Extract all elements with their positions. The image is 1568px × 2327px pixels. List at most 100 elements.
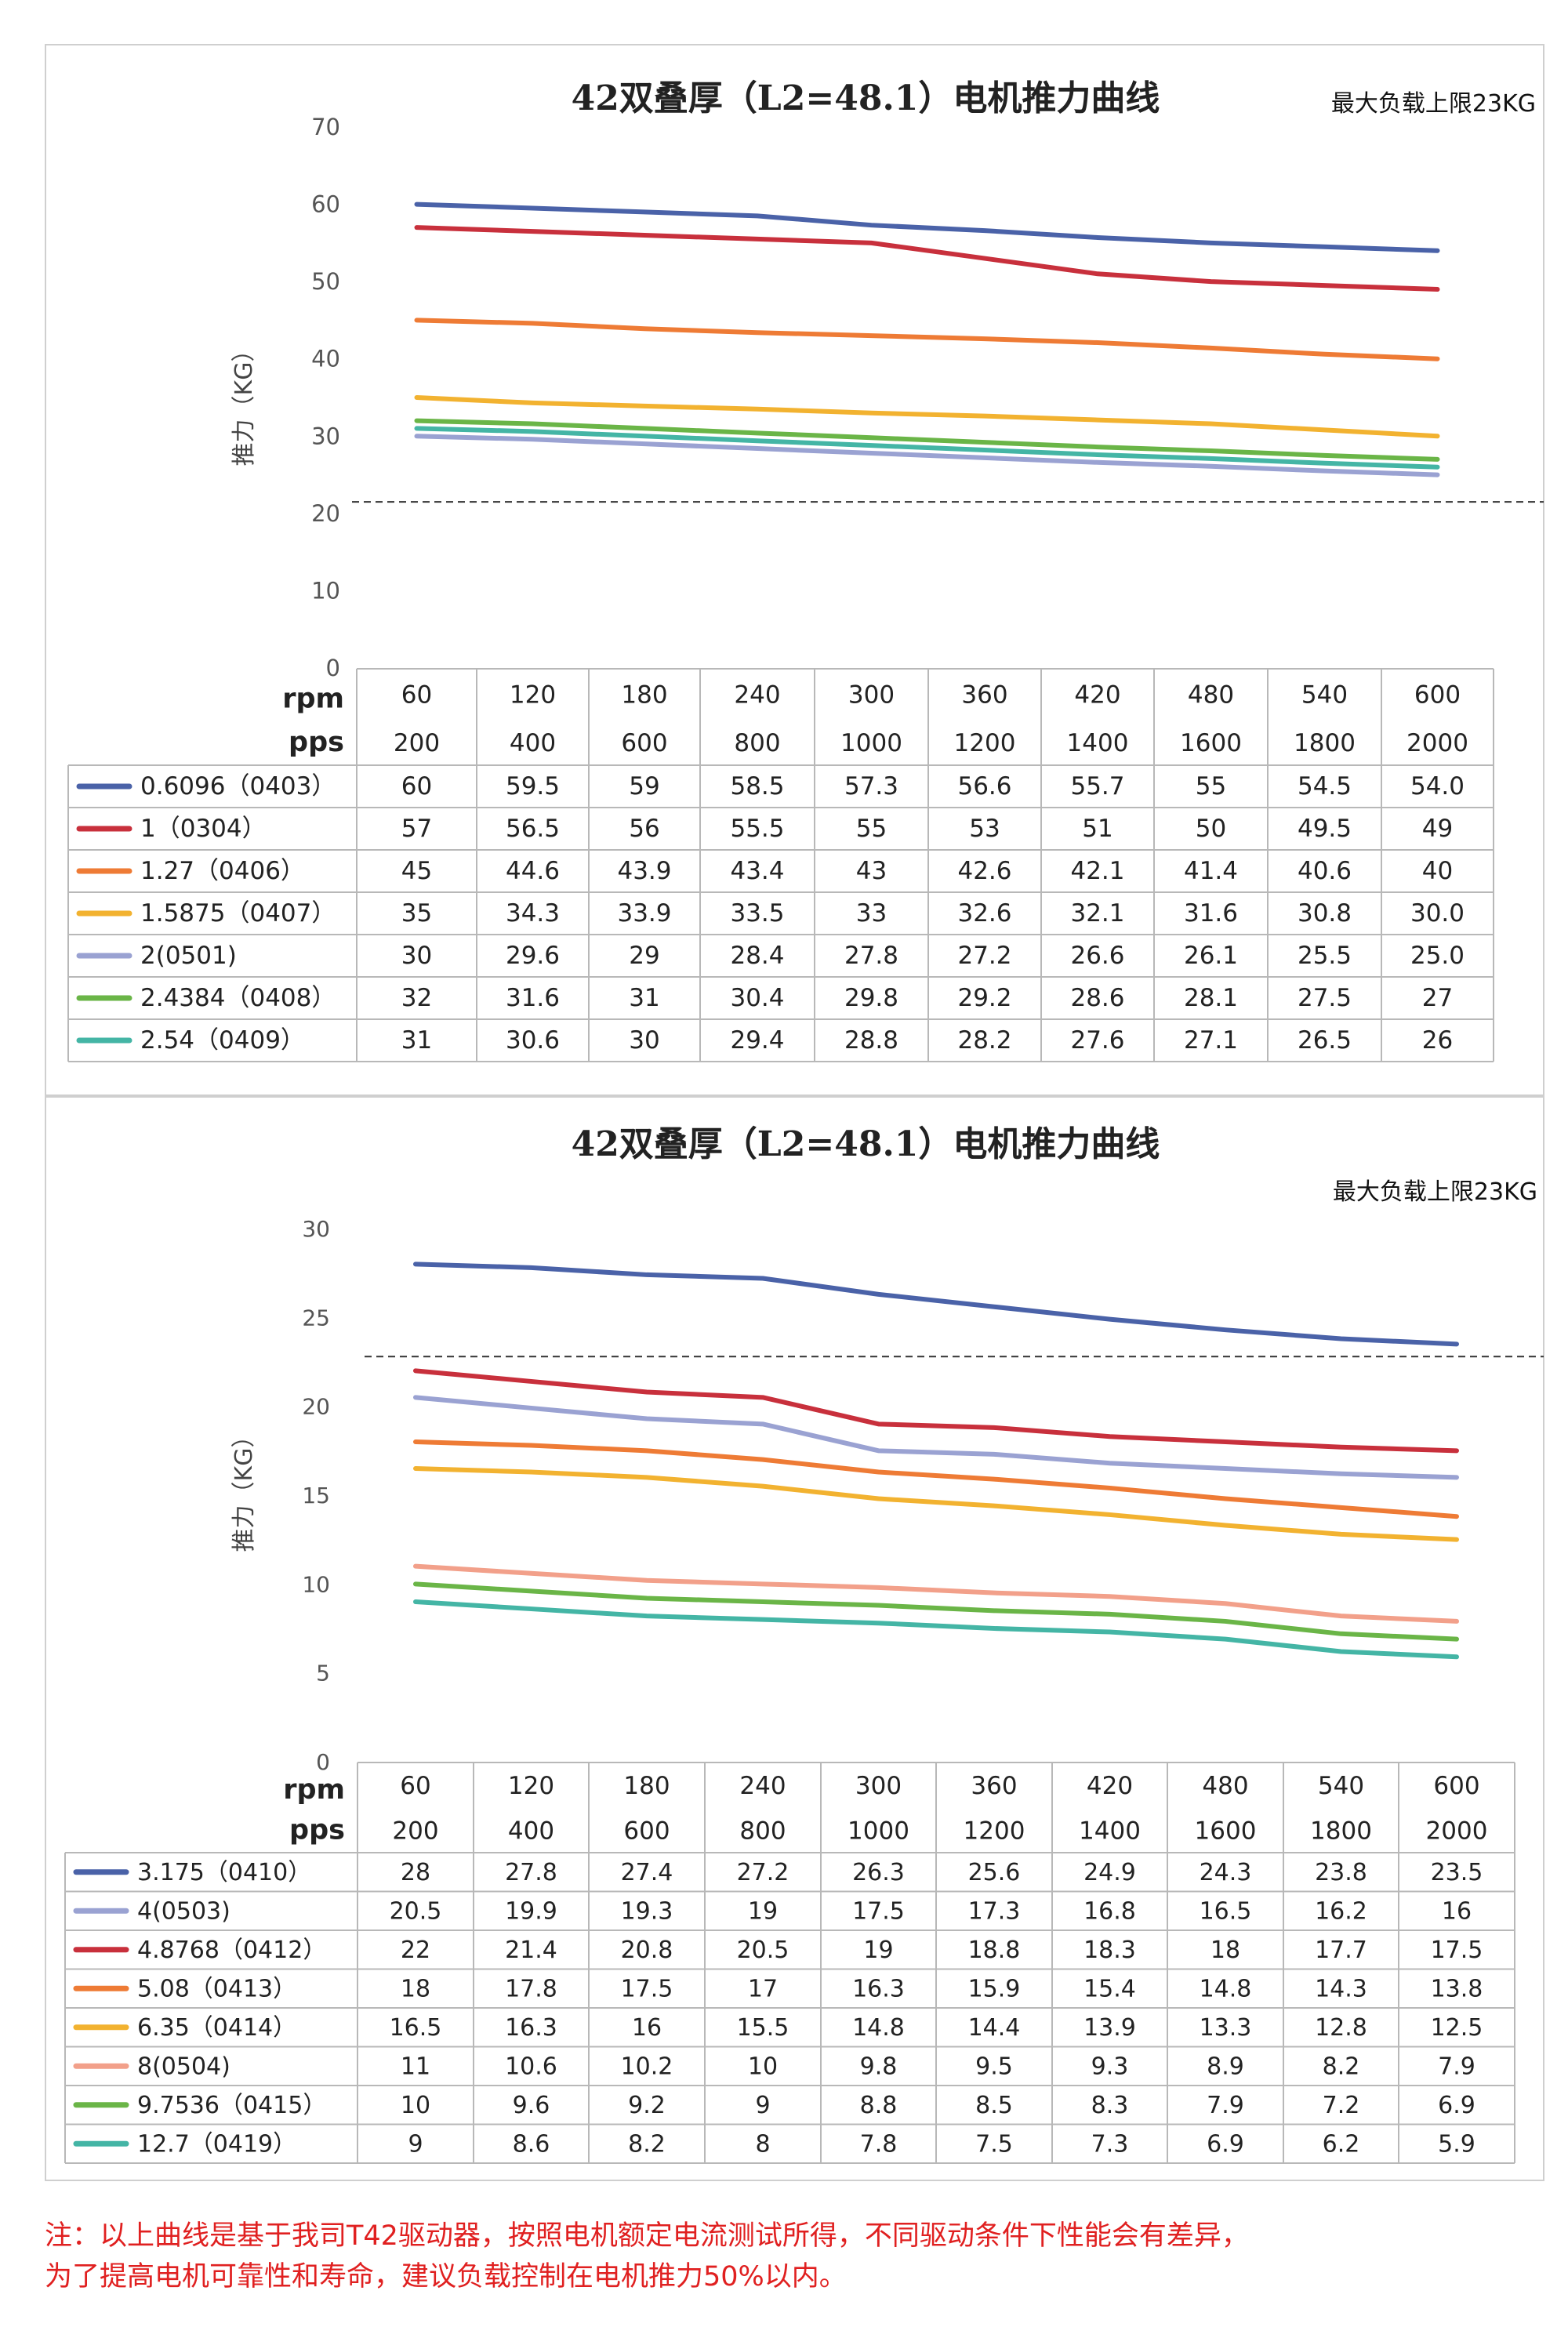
- table-cell-value: 29.6: [506, 942, 560, 970]
- table-cell-value: 9.6: [513, 2092, 550, 2119]
- legend-label-6: 2.4384（0408）: [140, 984, 336, 1012]
- pps-row-label: pps: [289, 1815, 345, 1846]
- table-cell-value: 55: [1196, 772, 1226, 800]
- rpm-value: 300: [855, 1772, 902, 1800]
- table-cell-value: 28.6: [1070, 984, 1124, 1012]
- legend-label-7: 2.54（0409）: [140, 1026, 305, 1055]
- table-cell-value: 10.2: [621, 2053, 673, 2080]
- table-cell-value: 26.5: [1298, 1026, 1352, 1055]
- table-cell-value: 14.4: [968, 2014, 1021, 2042]
- series-line-3: [414, 318, 1440, 361]
- table-cell-value: 12.8: [1315, 2014, 1367, 2042]
- table-cell-value: 8.6: [513, 2130, 550, 2158]
- y-tick-label: 30: [302, 1216, 330, 1242]
- rpm-value: 360: [971, 1772, 1017, 1800]
- table-cell-value: 17.5: [621, 1975, 673, 2002]
- table-cell-value: 19: [863, 1937, 893, 1964]
- table-cell-value: 22: [401, 1937, 430, 1964]
- series-line-4: [413, 1439, 1459, 1519]
- table-cell-value: 33.5: [730, 899, 784, 928]
- table-cell-value: 27.1: [1184, 1026, 1238, 1055]
- table-cell-value: 26.3: [852, 1859, 905, 1886]
- table-cell-value: 20.5: [390, 1897, 442, 1925]
- table-cell-value: 42.1: [1070, 857, 1124, 885]
- pps-value: 1800: [1310, 1817, 1372, 1846]
- table-cell-value: 9.2: [628, 2092, 666, 2119]
- chart-title: 42双叠厚（L2=48.1）电机推力曲线: [572, 78, 1160, 118]
- table-cell-value: 8.5: [975, 2092, 1013, 2119]
- y-tick-label: 20: [302, 1394, 330, 1420]
- table-cell-value: 18: [401, 1975, 430, 2002]
- table-cell-value: 30.0: [1410, 899, 1465, 928]
- table-cell-value: 14.8: [1200, 1975, 1252, 2002]
- table-cell-value: 23.5: [1431, 1859, 1483, 1886]
- y-tick-label: 40: [311, 346, 340, 372]
- table-cell-value: 25.6: [968, 1859, 1021, 1886]
- table-cell-value: 13.8: [1431, 1975, 1483, 2002]
- pps-value: 800: [734, 729, 780, 757]
- table-cell-value: 56: [629, 815, 659, 843]
- table-cell-value: 51: [1082, 815, 1112, 843]
- series-line-1: [413, 1262, 1459, 1347]
- rpm-value: 60: [401, 681, 432, 710]
- table-cell-value: 26.1: [1184, 942, 1238, 970]
- table-cell-value: 54.5: [1298, 772, 1352, 800]
- table-cell-value: 40: [1422, 857, 1453, 885]
- table-cell-value: 19.9: [505, 1897, 557, 1925]
- table-cell-value: 16.8: [1083, 1897, 1136, 1925]
- table-cell-value: 55.7: [1070, 772, 1124, 800]
- table-cell-value: 28.1: [1184, 984, 1238, 1012]
- pps-value: 1000: [848, 1817, 909, 1846]
- legend-label-7: 9.7536（0415）: [137, 2092, 326, 2119]
- table-cell-value: 59.5: [506, 772, 560, 800]
- table-cell-value: 57.3: [844, 772, 898, 800]
- rpm-value: 540: [1301, 681, 1348, 710]
- table-cell-value: 34.3: [506, 899, 560, 928]
- table-cell-value: 15.5: [737, 2014, 789, 2042]
- table-cell-value: 9: [755, 2092, 770, 2119]
- legend-label-1: 0.6096（0403）: [140, 772, 336, 800]
- table-cell-value: 17.5: [852, 1897, 905, 1925]
- rpm-value: 480: [1188, 681, 1234, 710]
- pps-value: 200: [392, 1817, 438, 1846]
- table-cell-value: 27.4: [621, 1859, 673, 1886]
- rpm-value: 240: [734, 681, 780, 710]
- table-cell-value: 16.2: [1315, 1897, 1367, 1925]
- rpm-value: 300: [848, 681, 895, 710]
- table-cell-value: 28: [401, 1859, 430, 1886]
- table-cell-value: 17.8: [505, 1975, 557, 2002]
- series-line-6: [413, 1563, 1459, 1624]
- table-cell-value: 8.8: [860, 2092, 898, 2119]
- table-cell-value: 14.8: [852, 2014, 905, 2042]
- table-cell-value: 59: [629, 772, 659, 800]
- y-tick-label: 5: [316, 1661, 330, 1686]
- table-cell-value: 24.9: [1083, 1859, 1136, 1886]
- table-cell-value: 27.2: [737, 1859, 789, 1886]
- table-cell-value: 35: [401, 899, 432, 928]
- table-cell-value: 50: [1196, 815, 1226, 843]
- table-cell-value: 56.6: [957, 772, 1011, 800]
- table-cell-value: 42.6: [957, 857, 1011, 885]
- pps-value: 800: [739, 1817, 786, 1846]
- table-cell-value: 8.9: [1207, 2053, 1244, 2080]
- series-line-8: [413, 1599, 1459, 1660]
- table-cell-value: 16: [632, 2014, 662, 2042]
- y-axis-title: 推力（KG）: [230, 1425, 258, 1552]
- max-load-note: 最大负载上限23KG: [1333, 1178, 1537, 1206]
- max-load-note: 最大负载上限23KG: [1331, 90, 1536, 118]
- table-cell-value: 13.3: [1200, 2014, 1252, 2042]
- table-cell-value: 17.7: [1315, 1937, 1367, 1964]
- table-cell-value: 31.6: [506, 984, 560, 1012]
- pps-value: 600: [621, 729, 667, 757]
- pps-value: 400: [508, 1817, 554, 1846]
- table-cell-value: 27.8: [844, 942, 898, 970]
- table-cell-value: 6.2: [1323, 2130, 1360, 2158]
- table-cell-value: 30.6: [506, 1026, 560, 1055]
- legend-label-2: 1（0304）: [140, 815, 267, 843]
- table-cell-value: 43: [856, 857, 887, 885]
- table-cell-value: 7.9: [1438, 2053, 1475, 2080]
- rpm-value: 600: [1433, 1772, 1479, 1800]
- legend-label-4: 5.08（0413）: [137, 1975, 296, 2002]
- table-cell-value: 7.2: [1323, 2092, 1360, 2119]
- table-cell-value: 16.3: [852, 1975, 905, 2002]
